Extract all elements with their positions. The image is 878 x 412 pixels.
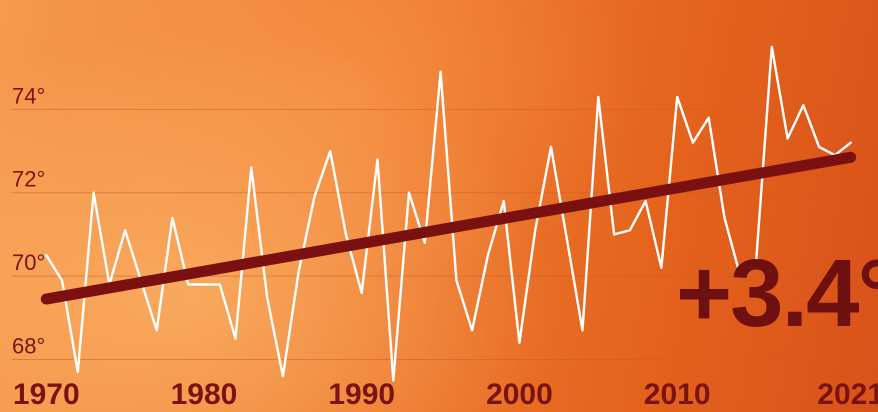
trend-line <box>40 151 857 305</box>
y-tick-label: 72° <box>12 167 45 192</box>
temperature-series-line <box>45 45 852 382</box>
x-tick-label: 2000 <box>486 378 553 411</box>
x-axis-ticks: 1970 1980 1990 2000 2010 2021 <box>13 378 878 411</box>
y-axis-ticks: 68° 70° 72° 74° <box>12 83 45 358</box>
y-tick-label: 68° <box>12 333 45 358</box>
y-tick-label: 74° <box>12 83 45 108</box>
y-tick-label: 70° <box>12 250 45 275</box>
x-tick-label: 1980 <box>171 378 238 411</box>
x-tick-label: 2021 <box>817 378 878 411</box>
change-annotation: +3.4° <box>676 240 878 347</box>
x-tick-label: 1990 <box>328 378 395 411</box>
x-tick-label: 2010 <box>644 378 711 411</box>
x-tick-label: 1970 <box>13 378 80 411</box>
